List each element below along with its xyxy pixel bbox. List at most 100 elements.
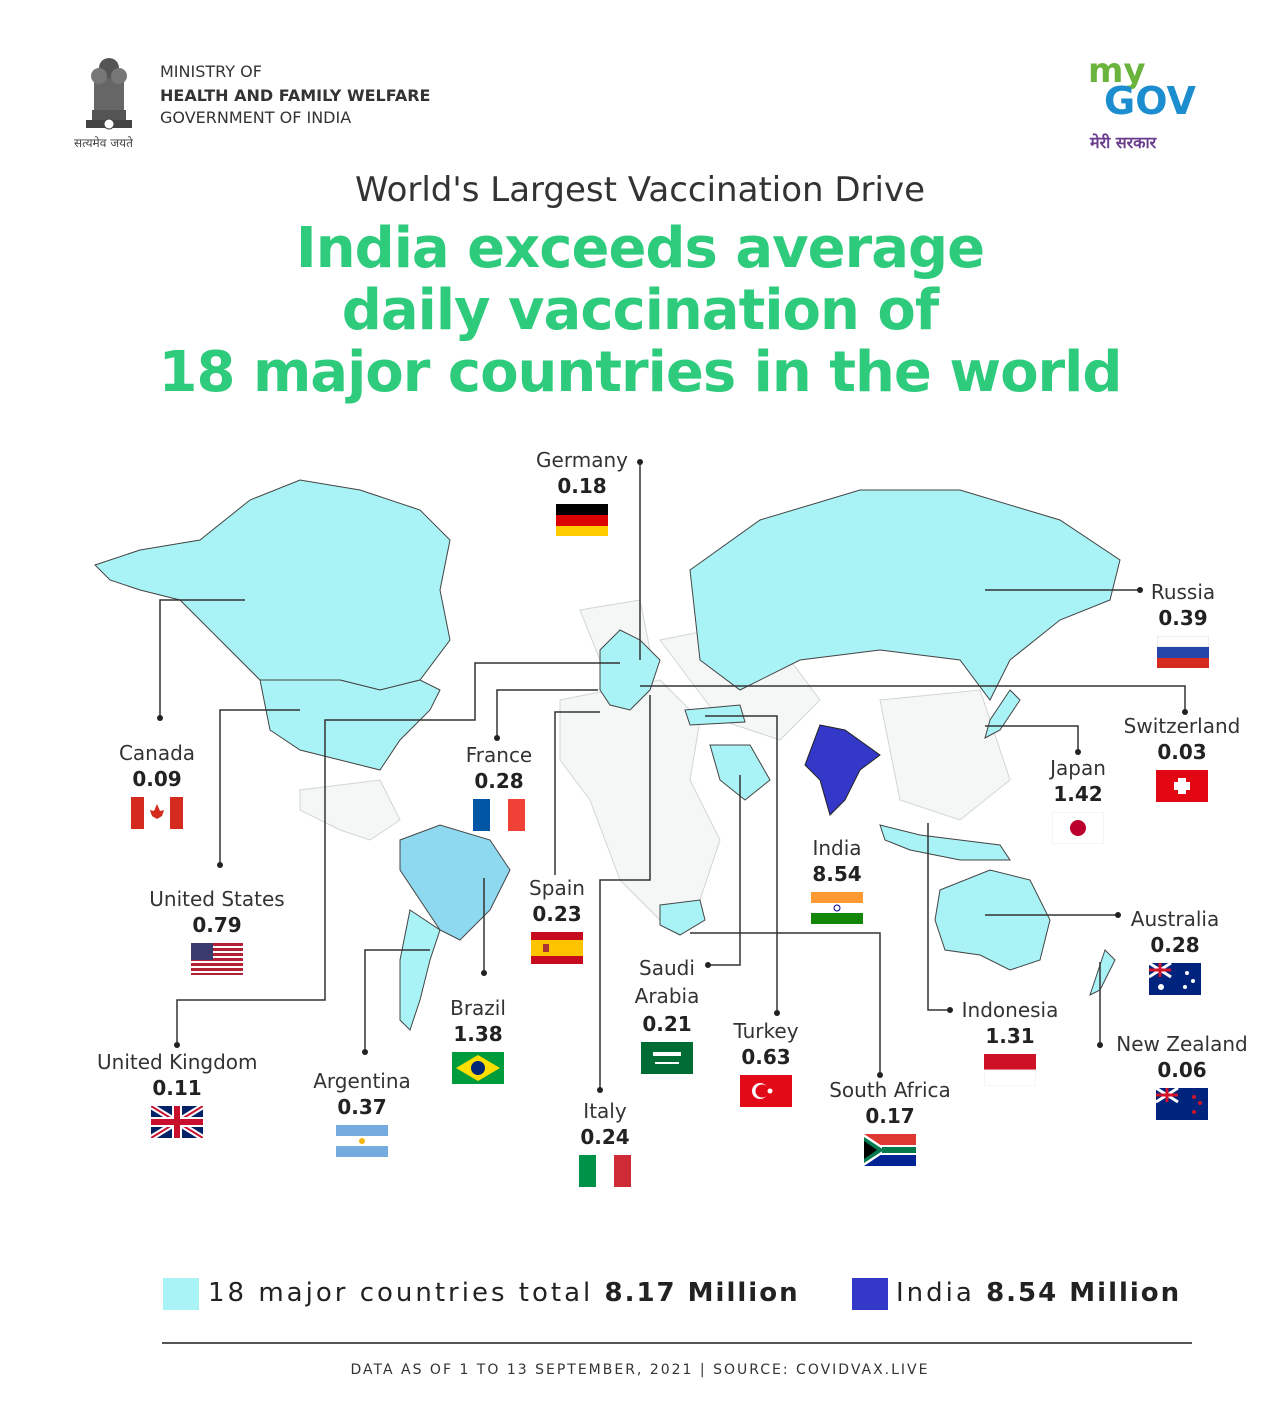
united-kingdom-flag-icon — [151, 1106, 203, 1138]
country-germany: Germany 0.18 — [502, 448, 662, 536]
mygov-gov: GOV — [1104, 79, 1196, 123]
mygov-my: my — [1088, 51, 1146, 91]
saudi-shape — [709, 744, 771, 801]
france-flag-icon — [473, 799, 525, 831]
country-australia: Australia 0.28 — [1095, 907, 1255, 995]
turkey-flag-icon — [740, 1075, 792, 1107]
country-name: India — [812, 836, 862, 860]
ministry-line-2: HEALTH AND FAMILY WELFARE — [160, 86, 431, 105]
legend-group-value: 8.17 Million — [604, 1278, 800, 1308]
india-flag-icon — [811, 892, 863, 924]
country-value: 0.37 — [337, 1095, 387, 1119]
new-zealand-flag-icon — [1156, 1088, 1208, 1120]
germany-flag-icon — [556, 504, 608, 536]
country-name: France — [465, 743, 533, 767]
country-name: Italy — [583, 1099, 627, 1123]
country-value: 0.24 — [580, 1125, 630, 1149]
country-name: Saudi Arabia — [634, 956, 700, 1008]
country-value: 0.09 — [132, 767, 182, 791]
canada-shape — [94, 479, 451, 691]
country-name: New Zealand — [1116, 1032, 1248, 1056]
country-name: Spain — [529, 876, 585, 900]
legend-india: India 8.54 Million — [896, 1278, 1181, 1308]
country-name: Canada — [118, 741, 196, 765]
country-name: South Africa — [829, 1078, 951, 1102]
leader-dots — [157, 459, 1188, 1093]
mygov-hindi: मेरी सरकार — [1090, 133, 1157, 152]
divider — [162, 1342, 1192, 1344]
country-united-kingdom: United Kingdom 0.11 — [97, 1050, 258, 1138]
japan-flag-icon — [1052, 812, 1104, 844]
country-value: 1.38 — [453, 1022, 503, 1046]
country-new-zealand: New Zealand 0.06 — [1102, 1032, 1262, 1120]
legend-group-label: 18 major countries total — [208, 1278, 594, 1308]
country-name: Germany — [536, 448, 628, 472]
russia-flag-icon — [1157, 636, 1209, 668]
usa-shape — [259, 679, 441, 771]
leader-lines — [159, 462, 1186, 1090]
ministry-line-1: MINISTRY OF — [160, 62, 262, 81]
country-name: Turkey — [733, 1019, 799, 1043]
country-italy: Italy 0.24 — [525, 1099, 685, 1187]
country-value: 0.28 — [474, 769, 524, 793]
europe-shape — [599, 629, 661, 711]
australia-flag-icon — [1149, 963, 1201, 995]
spain-flag-icon — [531, 932, 583, 964]
australia-shape — [934, 869, 1051, 971]
country-name: United Kingdom — [97, 1050, 258, 1074]
india-shape — [804, 724, 881, 816]
country-value: 0.17 — [865, 1104, 915, 1128]
country-name: Indonesia — [961, 998, 1059, 1022]
south-africa-shape — [659, 899, 706, 936]
subtitle: World's Largest Vaccination Drive — [354, 170, 926, 210]
headline-line-3: 18 major countries in the world — [158, 340, 1123, 405]
country-value: 0.79 — [192, 913, 242, 937]
source-note: DATA AS OF 1 TO 13 SEPTEMBER, 2021 | SOU… — [350, 1362, 930, 1378]
world-map — [94, 459, 1188, 1093]
legend-india-value: 8.54 Million — [986, 1278, 1182, 1308]
country-name: Brazil — [450, 996, 506, 1020]
turkey-shape — [684, 704, 746, 726]
saudi-arabia-flag-icon — [641, 1042, 693, 1074]
brazil-flag-icon — [452, 1052, 504, 1084]
country-japan: Japan 1.42 — [998, 756, 1158, 844]
country-value: 0.18 — [557, 474, 607, 498]
country-value: 0.11 — [152, 1076, 202, 1100]
russia-shape — [689, 489, 1121, 701]
country-value: 0.06 — [1157, 1058, 1207, 1082]
country-value: 1.31 — [985, 1024, 1035, 1048]
country-name: Switzerland — [1123, 714, 1241, 738]
country-value: 1.42 — [1053, 782, 1103, 806]
legend-swatch-india — [852, 1278, 888, 1310]
country-name: Russia — [1150, 580, 1216, 604]
country-indonesia: Indonesia 1.31 — [930, 998, 1090, 1086]
country-name: Japan — [1050, 756, 1106, 780]
argentina-shape — [399, 909, 441, 1031]
headline-line-1: India exceeds average — [295, 216, 985, 281]
country-argentina: Argentina 0.37 — [282, 1069, 442, 1157]
country-name: Australia — [1130, 907, 1220, 931]
united-states-flag-icon — [191, 943, 243, 975]
country-saudi-arabia: Saudi Arabia 0.21 — [587, 954, 747, 1074]
headline-line-2: daily vaccination of — [341, 278, 939, 343]
country-south-africa: South Africa 0.17 — [810, 1078, 970, 1166]
canada-flag-icon — [131, 797, 183, 829]
country-value: 0.28 — [1150, 933, 1200, 957]
indonesia-shape — [879, 824, 1011, 861]
emblem-caption: सत्यमेव जयते — [74, 136, 133, 150]
country-russia: Russia 0.39 — [1103, 580, 1263, 668]
ministry-line-3: GOVERNMENT OF INDIA — [160, 108, 352, 127]
country-name: Argentina — [313, 1069, 411, 1093]
mygov-logo: my GOV मेरी सरकार — [1080, 51, 1210, 155]
country-india: India 8.54 — [757, 836, 917, 924]
country-united-states: United States 0.79 — [137, 887, 297, 975]
indonesia-flag-icon — [984, 1054, 1036, 1086]
country-switzerland: Switzerland 0.03 — [1102, 714, 1262, 802]
country-value: 0.03 — [1157, 740, 1207, 764]
national-emblem-icon — [86, 58, 132, 130]
country-brazil: Brazil 1.38 — [398, 996, 558, 1084]
country-france: France 0.28 — [419, 743, 579, 831]
legend-india-label: India — [896, 1278, 975, 1308]
country-value: 0.23 — [532, 902, 582, 926]
country-value: 0.21 — [642, 1012, 692, 1036]
